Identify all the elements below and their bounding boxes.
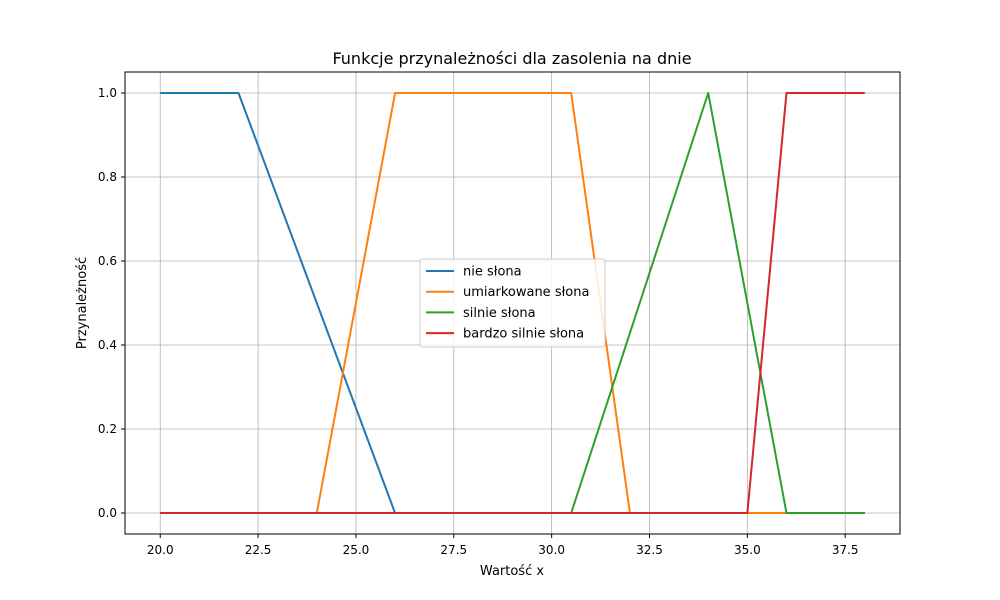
x-tick-label: 22.5 xyxy=(245,543,272,557)
y-tick-label: 0.2 xyxy=(98,422,117,436)
x-tick-label: 37.5 xyxy=(832,543,859,557)
chart-title: Funkcje przynależności dla zasolenia na … xyxy=(332,49,691,68)
y-tick-label: 0.4 xyxy=(98,338,117,352)
series-line-4 xyxy=(160,92,865,514)
x-axis: 20.0 22.5 25.0 27.5 30.0 32.5 35.0 37.5 xyxy=(147,534,859,557)
x-tick-label: 35.0 xyxy=(734,543,761,557)
legend-label: bardzo silnie słona xyxy=(463,327,584,342)
legend: nie słona umiarkowane słona silnie słona ba… xyxy=(419,258,606,348)
legend-label: nie słona xyxy=(463,265,522,280)
x-tick-label: 30.0 xyxy=(538,543,565,557)
x-tick-label: 20.0 xyxy=(147,543,174,557)
y-tick-label: 1.0 xyxy=(98,86,117,100)
x-tick-label: 25.0 xyxy=(343,543,370,557)
plot-frame xyxy=(124,71,901,535)
y-tick-label: 0.6 xyxy=(98,254,117,268)
y-tick-label: 0.0 xyxy=(98,506,117,520)
series-layer xyxy=(160,92,865,514)
x-tick-label: 32.5 xyxy=(636,543,663,557)
legend-box xyxy=(419,258,606,348)
x-tick-label: 27.5 xyxy=(440,543,467,557)
x-axis-label: Wartość x xyxy=(480,564,544,579)
legend-label: silnie słona xyxy=(463,306,536,321)
legend-label: umiarkowane słona xyxy=(463,285,589,300)
y-tick-label: 0.8 xyxy=(98,170,117,184)
y-axis: 0.0 0.2 0.4 0.6 0.8 1.0 xyxy=(98,86,125,520)
y-axis-label: Przynależność xyxy=(75,257,90,349)
